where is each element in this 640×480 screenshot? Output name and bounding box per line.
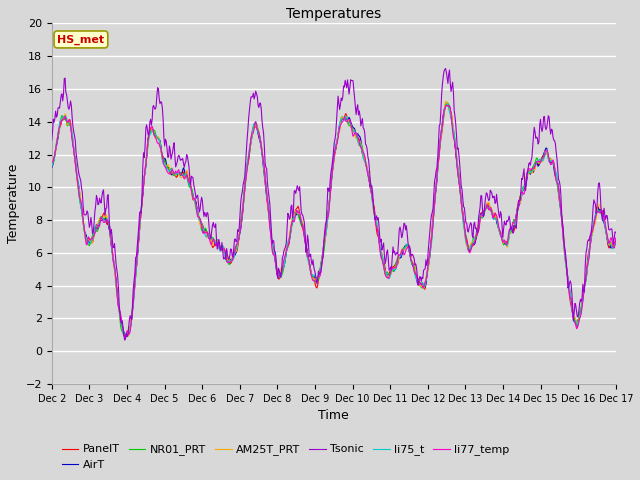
AM25T_PRT — [116, 314, 124, 320]
PanelT — [174, 171, 182, 177]
li77_temp — [442, 103, 450, 108]
Tsonic — [204, 210, 212, 216]
AM25T_PRT — [124, 334, 132, 339]
Line: li77_temp: li77_temp — [52, 106, 616, 337]
AirT — [122, 334, 129, 339]
Tsonic — [121, 337, 129, 343]
Line: NR01_PRT: NR01_PRT — [52, 103, 616, 337]
NR01_PRT — [48, 158, 56, 164]
NR01_PRT — [122, 334, 129, 340]
Text: HS_met: HS_met — [58, 34, 104, 45]
Tsonic — [420, 267, 428, 273]
PanelT — [116, 312, 124, 318]
PanelT — [612, 239, 620, 245]
PanelT — [403, 242, 411, 248]
AM25T_PRT — [174, 170, 182, 176]
Legend: PanelT, AirT, NR01_PRT, AM25T_PRT, Tsonic, li75_t, li77_temp: PanelT, AirT, NR01_PRT, AM25T_PRT, Tsoni… — [57, 440, 514, 474]
Y-axis label: Temperature: Temperature — [7, 164, 20, 243]
AM25T_PRT — [612, 240, 620, 246]
li77_temp — [403, 245, 411, 251]
NR01_PRT — [444, 100, 451, 106]
AM25T_PRT — [204, 235, 212, 240]
li75_t — [120, 332, 128, 337]
li77_temp — [116, 308, 124, 314]
Line: AM25T_PRT: AM25T_PRT — [52, 101, 616, 336]
li75_t — [420, 282, 428, 288]
AM25T_PRT — [442, 98, 449, 104]
PanelT — [420, 284, 428, 289]
li75_t — [58, 115, 66, 120]
Line: PanelT: PanelT — [52, 105, 616, 336]
NR01_PRT — [58, 113, 66, 119]
Title: Temperatures: Temperatures — [286, 7, 381, 21]
AirT — [403, 242, 411, 248]
Tsonic — [48, 137, 56, 143]
Tsonic — [403, 230, 411, 236]
PanelT — [444, 102, 451, 108]
AirT — [442, 101, 450, 107]
AM25T_PRT — [403, 244, 411, 250]
li75_t — [612, 240, 620, 246]
Tsonic — [442, 66, 449, 72]
AM25T_PRT — [48, 163, 56, 169]
AirT — [58, 117, 66, 123]
li75_t — [174, 170, 182, 176]
AirT — [116, 310, 124, 316]
li75_t — [444, 101, 451, 107]
Tsonic — [116, 311, 124, 317]
AM25T_PRT — [58, 117, 66, 122]
NR01_PRT — [403, 242, 411, 248]
Line: li75_t: li75_t — [52, 104, 616, 335]
PanelT — [204, 230, 212, 236]
li77_temp — [48, 159, 56, 165]
PanelT — [48, 160, 56, 166]
li77_temp — [122, 334, 129, 340]
NR01_PRT — [204, 233, 212, 239]
Line: Tsonic: Tsonic — [52, 69, 616, 340]
li77_temp — [204, 233, 212, 239]
AirT — [174, 170, 182, 176]
li75_t — [403, 241, 411, 247]
AirT — [420, 284, 428, 289]
li77_temp — [58, 117, 66, 123]
li77_temp — [612, 235, 620, 241]
Line: AirT: AirT — [52, 104, 616, 336]
NR01_PRT — [612, 242, 620, 248]
li75_t — [204, 231, 212, 237]
Tsonic — [612, 229, 620, 235]
li75_t — [116, 313, 124, 319]
NR01_PRT — [420, 284, 428, 289]
PanelT — [121, 334, 129, 339]
AirT — [612, 239, 620, 245]
li75_t — [48, 164, 56, 169]
Tsonic — [58, 91, 66, 96]
X-axis label: Time: Time — [318, 409, 349, 422]
PanelT — [58, 117, 66, 123]
Tsonic — [174, 154, 182, 159]
AirT — [48, 165, 56, 171]
li77_temp — [420, 285, 428, 290]
NR01_PRT — [174, 170, 182, 176]
AM25T_PRT — [420, 285, 428, 290]
NR01_PRT — [116, 317, 124, 323]
AirT — [204, 233, 212, 239]
li77_temp — [174, 168, 182, 173]
